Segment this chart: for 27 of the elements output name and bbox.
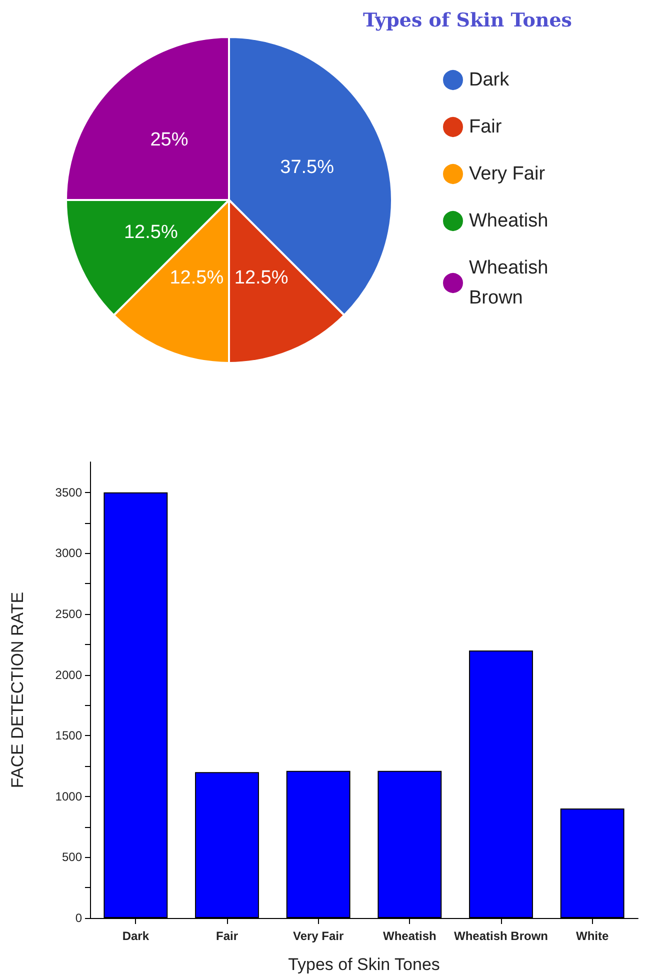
y-tick-label: 1500 bbox=[55, 728, 82, 743]
y-tick-label: 3500 bbox=[55, 485, 82, 500]
x-tick-label: Very Fair bbox=[292, 929, 344, 943]
chart-title: Types of Skin Tones bbox=[363, 10, 572, 32]
data-label: 12.5% bbox=[124, 222, 178, 243]
y-tick-label: 2000 bbox=[55, 668, 82, 682]
data-label: 25% bbox=[150, 130, 188, 151]
legend-label: Wheatish bbox=[469, 210, 548, 232]
x-tick-label: Wheatish bbox=[382, 929, 436, 943]
y-tick-label: 500 bbox=[62, 850, 82, 864]
data-label: 12.5% bbox=[170, 268, 224, 289]
y-tick-label: 0 bbox=[75, 911, 82, 925]
legend-label: Very Fair bbox=[469, 164, 546, 184]
x-tick-label: Dark bbox=[122, 929, 150, 943]
y-tick-label: 2500 bbox=[55, 607, 82, 621]
data-label: 37.5% bbox=[280, 157, 334, 178]
data-label: 12.5% bbox=[234, 268, 288, 289]
legend-label: Dark bbox=[469, 70, 510, 90]
y-tick-label: 3000 bbox=[55, 546, 82, 560]
x-tick-label: Wheatish Brown bbox=[454, 929, 548, 943]
legend-label: Fair bbox=[469, 116, 502, 138]
x-axis-title: Types of Skin Tones bbox=[288, 955, 440, 974]
y-tick-label: 1000 bbox=[55, 789, 82, 804]
legend-label: Wheatish Brown bbox=[469, 258, 548, 308]
y-axis-title: FACE DETECTION RATE bbox=[8, 592, 27, 788]
x-tick-label: White bbox=[576, 929, 609, 943]
x-tick-label: Fair bbox=[216, 929, 238, 943]
